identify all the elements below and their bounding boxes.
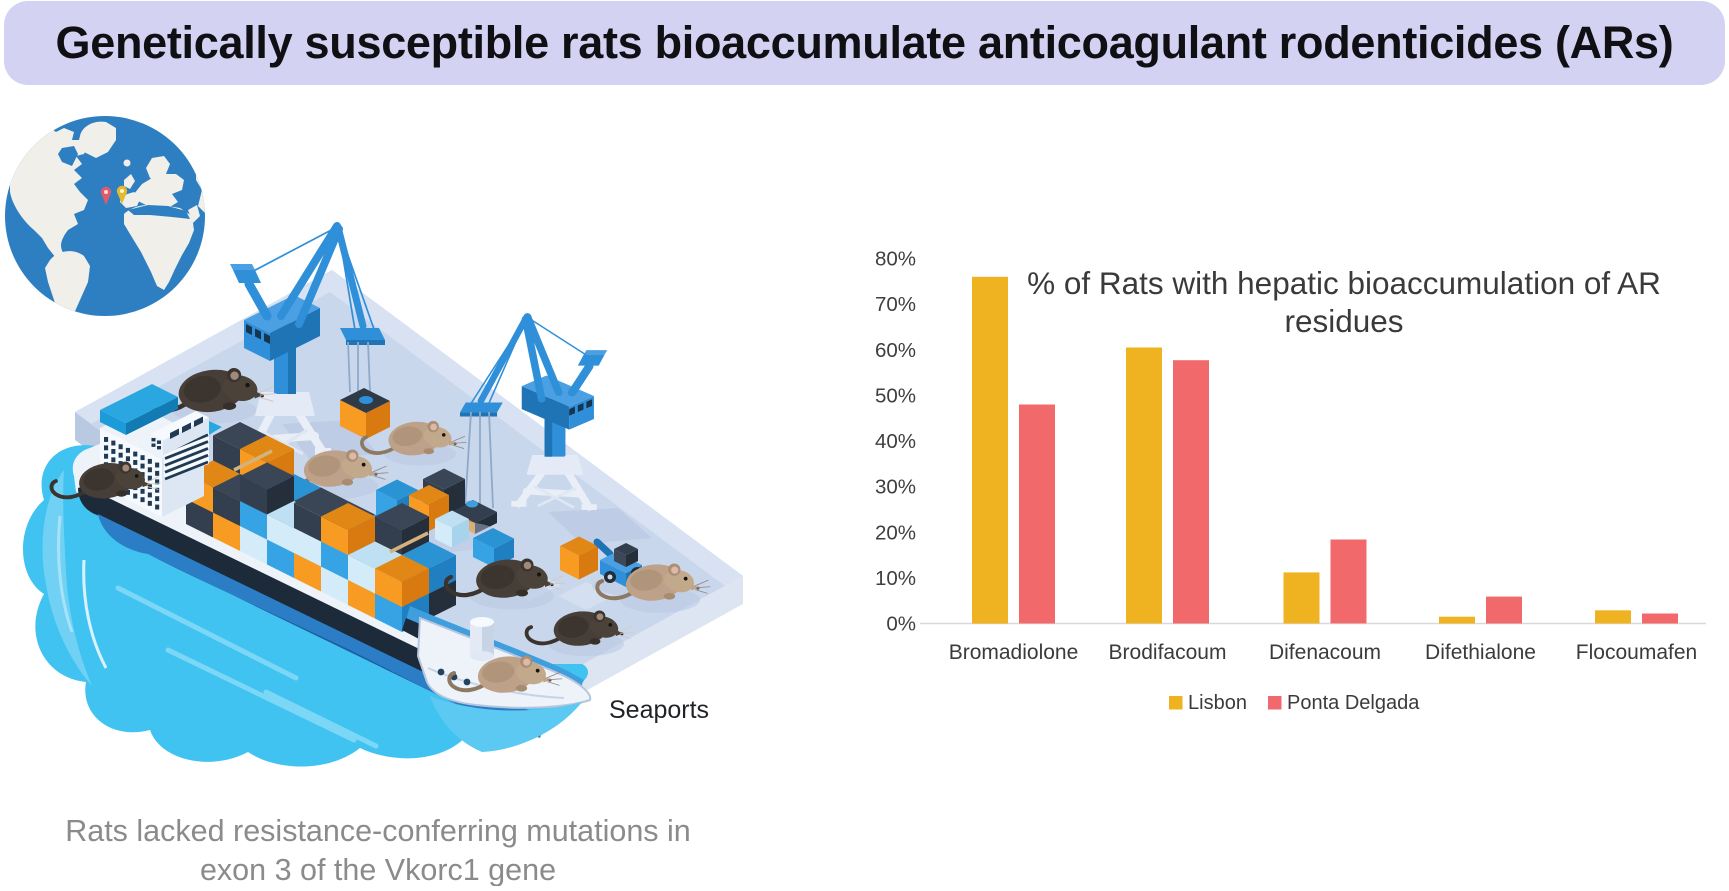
svg-text:exon 3 of the Vkorc1 gene: exon 3 of the Vkorc1 gene xyxy=(200,853,556,886)
svg-text:Flocoumafen: Flocoumafen xyxy=(1576,641,1697,664)
svg-text:Bromadiolone: Bromadiolone xyxy=(949,641,1079,664)
svg-text:0%: 0% xyxy=(886,613,916,636)
svg-text:40%: 40% xyxy=(875,430,916,453)
svg-text:20%: 20% xyxy=(875,521,916,544)
svg-text:Seaports: Seaports xyxy=(609,696,709,724)
svg-text:50%: 50% xyxy=(875,384,916,407)
svg-text:% of Rats with hepatic bioaccu: % of Rats with hepatic bioaccumulation o… xyxy=(1027,265,1661,301)
svg-text:Rats lacked resistance-conferr: Rats lacked resistance-conferring mutati… xyxy=(65,814,691,848)
svg-text:70%: 70% xyxy=(875,293,916,316)
svg-text:30%: 30% xyxy=(875,476,916,499)
svg-text:Ponta Delgada: Ponta Delgada xyxy=(1287,692,1420,714)
svg-text:Difenacoum: Difenacoum xyxy=(1269,641,1381,664)
svg-text:Lisbon: Lisbon xyxy=(1188,692,1247,714)
svg-text:residues: residues xyxy=(1284,303,1403,339)
svg-text:10%: 10% xyxy=(875,567,916,590)
svg-text:60%: 60% xyxy=(875,339,916,362)
svg-text:Brodifacoum: Brodifacoum xyxy=(1109,641,1227,664)
svg-text:80%: 80% xyxy=(875,248,916,271)
svg-text:Difethialone: Difethialone xyxy=(1425,641,1536,664)
